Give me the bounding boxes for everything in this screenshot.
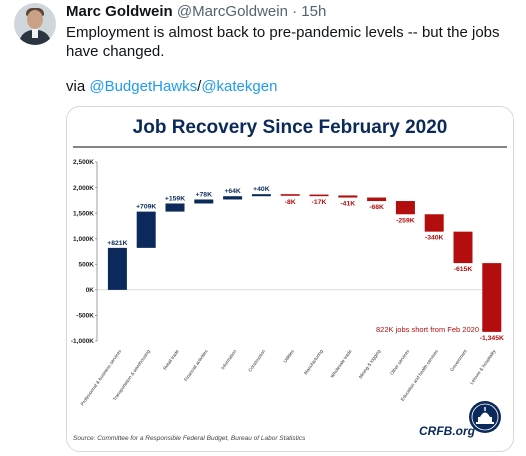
author-name[interactable]: Marc Goldwein <box>66 3 173 20</box>
waterfall-bar <box>223 196 243 200</box>
brand-text: CRFB.org <box>419 424 476 438</box>
bar-value-label: +40K <box>253 186 270 193</box>
bar-value-label: -68K <box>369 204 384 211</box>
chart-image: Job Recovery Since February 2020 2,500K2… <box>67 107 513 451</box>
bar-value-label: -340K <box>425 235 444 242</box>
y-tick-label: -1,000K <box>71 338 94 345</box>
waterfall-bar <box>395 201 415 215</box>
mention-katekgen[interactable]: @katekgen <box>201 78 278 95</box>
bar-value-label: +64K <box>224 188 241 195</box>
y-tick-label: 500K <box>78 261 94 268</box>
bar-value-label: +159K <box>165 195 185 202</box>
waterfall-bar <box>165 203 185 212</box>
y-tick-label: 2,000K <box>73 185 94 192</box>
y-tick-label: 0K <box>86 287 95 294</box>
avatar[interactable] <box>14 3 56 45</box>
chart-title: Job Recovery Since February 2020 <box>133 117 448 138</box>
via-prefix: via <box>66 78 86 95</box>
waterfall-bar <box>107 247 127 290</box>
waterfall-bar <box>309 194 329 197</box>
y-tick-label: 1,500K <box>73 210 94 217</box>
waterfall-bar <box>453 231 473 264</box>
waterfall-bar <box>424 214 444 232</box>
tweet-header: Marc Goldwein @MarcGoldwein · 15h <box>66 3 326 21</box>
waterfall-bar <box>136 211 156 248</box>
chart-annotation: 822K jobs short from Feb 2020 <box>376 325 479 334</box>
tweet-image[interactable]: Job Recovery Since February 2020 2,500K 2… <box>66 106 514 452</box>
mention-budgethawks[interactable]: @BudgetHawks <box>89 78 198 95</box>
bar-value-label: -8K <box>285 199 296 206</box>
header-separator: · <box>292 3 298 20</box>
crfb-logo-icon <box>469 401 501 433</box>
waterfall-bar <box>280 194 300 196</box>
bar-value-label: -1,345K <box>480 335 504 342</box>
bar-value-label: +709K <box>136 204 156 211</box>
bar-value-label: -41K <box>340 201 355 208</box>
via-separator: / <box>197 78 202 95</box>
y-tick-label: 1,000K <box>73 236 94 243</box>
bar-value-label: -17K <box>312 199 327 206</box>
waterfall-bar <box>338 195 358 198</box>
tweet-timestamp[interactable]: 15h <box>301 3 327 20</box>
y-axis: 2,500K 2,000K 1,500K 1,000K 500K 0K -500K -1,00… <box>71 159 499 345</box>
chart-background <box>67 107 513 451</box>
bars: +821K +709K +159K +78K +64K +40K -8K -17K -41K -6… <box>107 186 504 342</box>
bar-value-label: -615K <box>454 266 473 273</box>
chart-source: Source: Committee for a Responsible Fede… <box>73 435 306 442</box>
waterfall-bar <box>194 199 214 204</box>
author-handle[interactable]: @MarcGoldwein <box>176 3 288 20</box>
y-tick-label: 2,500K <box>73 159 94 166</box>
waterfall-bar <box>482 263 502 332</box>
tweet-text: Employment is almost back to pre-pandemi… <box>66 24 500 60</box>
bar-value-label: +821K <box>107 240 127 247</box>
bar-value-label: +78K <box>196 191 213 198</box>
waterfall-bar <box>251 194 271 197</box>
waterfall-bar <box>367 197 387 202</box>
y-tick-label: -500K <box>76 313 94 320</box>
bar-value-label: -259K <box>396 217 415 224</box>
tweet-via-line: via @BudgetHawks/@katekgen <box>66 78 277 96</box>
